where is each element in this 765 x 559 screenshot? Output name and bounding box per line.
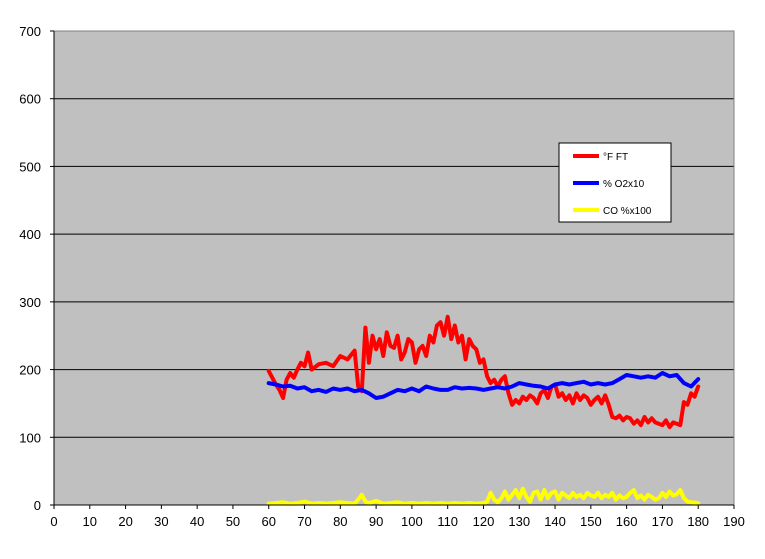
legend-label: CO %x100 [603,206,652,217]
x-tick-label: 40 [190,514,204,529]
y-tick-label: 700 [19,24,41,39]
x-ticks: 0 10 20 30 40 50 60 70 80 90 100 110 120 130 140 150 160… [50,505,745,529]
x-tick-label: 150 [580,514,602,529]
x-tick-label: 170 [652,514,674,529]
x-tick-label: 120 [473,514,495,529]
x-tick-label: 100 [401,514,423,529]
legend: °F FT % O2x10 CO %x100 [558,142,672,223]
x-tick-label: 20 [118,514,132,529]
y-tick-label: 400 [19,227,41,242]
x-tick-label: 180 [687,514,709,529]
y-tick-label: 100 [19,430,41,445]
y-tick-label: 300 [19,295,41,310]
x-tick-label: 190 [723,514,745,529]
y-ticks: 0 100 200 300 400 500 600 700 [19,24,54,513]
x-tick-label: 80 [333,514,347,529]
x-tick-label: 70 [297,514,311,529]
y-tick-label: 500 [19,159,41,174]
x-tick-label: 50 [226,514,240,529]
y-tick-label: 600 [19,92,41,107]
series-line-2 [266,486,701,506]
x-tick-label: 140 [544,514,566,529]
y-tick-label: 200 [19,363,41,378]
x-tick-label: 90 [369,514,383,529]
plot-area [54,31,734,505]
x-tick-label: 130 [508,514,530,529]
x-tick-label: 160 [616,514,638,529]
legend-label: % O2x10 [603,179,645,190]
x-tick-label: 60 [262,514,276,529]
series-line-1 [266,371,701,400]
axes [53,31,734,506]
legend-label: °F FT [603,152,628,163]
x-tick-label: 30 [154,514,168,529]
x-tick-label: 0 [50,514,57,529]
x-tick-label: 10 [83,514,97,529]
x-tick-label: 110 [437,514,458,529]
y-tick-label: 0 [34,498,41,513]
series-layer [266,314,701,506]
